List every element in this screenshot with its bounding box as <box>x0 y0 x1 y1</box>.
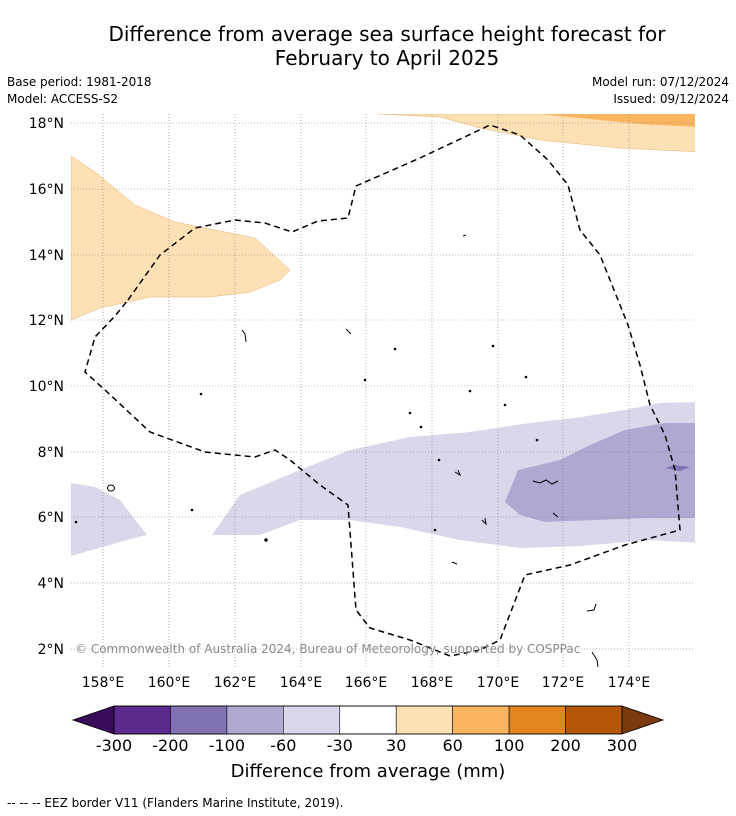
eez-legend-note: -- -- -- EEZ border V11 (Flanders Marine… <box>7 796 344 810</box>
lat-tick-label: 18°N <box>29 116 64 132</box>
map-gridlines <box>71 114 695 668</box>
lat-tick-label: 12°N <box>29 313 64 329</box>
colorbar-arrow-left <box>71 705 115 735</box>
model-run: Model run: 07/12/2024 <box>591 75 729 89</box>
meta-right: Model run: 07/12/2024 Issued: 09/12/2024 <box>592 74 729 108</box>
lat-tick-label: 2°N <box>38 642 64 658</box>
island-dot <box>491 344 495 348</box>
lon-tick-label: 168°E <box>411 675 454 691</box>
lon-tick-label: 174°E <box>608 675 651 691</box>
island-dot <box>437 458 441 462</box>
colorbar-tick-label: -60 <box>270 736 297 755</box>
lon-tick-label: 160°E <box>148 675 191 691</box>
lat-tick-label: 8°N <box>38 445 64 461</box>
island-outline <box>586 603 597 612</box>
lon-tick-label: 172°E <box>542 675 585 691</box>
island-dot <box>408 411 412 415</box>
issued-date: Issued: 09/12/2024 <box>613 92 729 106</box>
island-dot <box>264 538 268 542</box>
colorbar-cell <box>565 705 623 735</box>
island-outline <box>481 517 487 526</box>
colorbar-tick-label: 300 <box>606 736 638 755</box>
colorbar-tick-label: -200 <box>152 736 189 755</box>
island-outline <box>591 651 599 668</box>
lat-tick-label: 10°N <box>29 379 64 395</box>
lon-tick-labels: 158°E 160°E 162°E 164°E 166°E 168°E 170°… <box>82 675 651 691</box>
title-line-2: February to April 2025 <box>274 46 500 70</box>
colorbar-frame <box>113 705 623 735</box>
colorbar-title: Difference from average (mm) <box>230 761 506 782</box>
island-dot <box>524 375 528 379</box>
anomaly-region-west-purple <box>71 483 147 556</box>
colorbar-tick-label: 200 <box>550 736 581 755</box>
lon-tick-label: 158°E <box>82 675 125 691</box>
lat-tick-labels: 18°N 16°N 14°N 12°N 10°N 8°N 6°N 4°N 2°N <box>29 116 64 658</box>
island-dot <box>535 438 539 442</box>
anomaly-region-northeast-orange <box>377 114 695 153</box>
meta-left: Base period: 1981-2018 Model: ACCESS-S2 <box>7 74 152 108</box>
colorbar <box>71 705 665 735</box>
colorbar-arrow-right <box>621 705 665 735</box>
lon-tick-label: 162°E <box>214 675 257 691</box>
colorbar-cell <box>113 705 171 735</box>
title-line-1: Difference from average sea surface heig… <box>108 22 666 46</box>
map-title: Difference from average sea surface heig… <box>0 22 736 70</box>
colorbar-cell <box>452 705 510 735</box>
island-dot <box>503 403 507 407</box>
island-dot <box>363 378 367 382</box>
anomaly-region-northeast-dark-orange <box>540 114 695 127</box>
colorbar-cell <box>508 705 566 735</box>
lat-tick-label: 6°N <box>38 510 64 526</box>
island-dot <box>199 392 203 396</box>
lon-tick-label: 166°E <box>345 675 388 691</box>
anomaly-spot-purple <box>665 465 690 471</box>
colorbar-tick-label: 60 <box>442 736 463 755</box>
islands <box>74 234 599 668</box>
map-frame <box>71 114 695 668</box>
copyright-notice: © Commonwealth of Australia 2024, Bureau… <box>75 642 580 656</box>
island-outline <box>107 484 115 492</box>
colorbar-tick-label: -300 <box>95 736 133 755</box>
island-outline <box>454 469 462 477</box>
lat-tick-label: 16°N <box>29 182 64 198</box>
anomaly-region-medium-purple <box>505 423 695 522</box>
model-name: Model: ACCESS-S2 <box>7 92 119 106</box>
eez-border <box>84 124 681 657</box>
island-dot <box>190 508 194 512</box>
base-period: Base period: 1981-2018 <box>7 75 152 89</box>
colorbar-cell <box>339 705 397 735</box>
colorbar-cell <box>226 705 284 735</box>
colorbar-cell <box>283 705 341 735</box>
island-dot <box>74 520 78 524</box>
island-outline <box>462 234 467 237</box>
lat-tick-label: 4°N <box>38 576 64 592</box>
colorbar-tick-label: 30 <box>386 736 407 755</box>
colorbar-cell <box>395 705 453 735</box>
island-outline <box>451 561 458 565</box>
island-outline <box>345 328 352 335</box>
island-outline <box>532 479 559 485</box>
lat-tick-label: 14°N <box>29 248 64 264</box>
island-dot <box>419 425 423 429</box>
anomaly-region-northwest-orange <box>71 155 291 321</box>
colorbar-cell <box>170 705 228 735</box>
island-outline <box>241 329 247 343</box>
lon-tick-label: 170°E <box>477 675 520 691</box>
island-outline <box>552 512 559 518</box>
colorbar-tick-label: 100 <box>493 736 525 755</box>
island-dot <box>393 347 397 351</box>
lon-tick-label: 164°E <box>280 675 323 691</box>
map-layers <box>71 114 695 556</box>
island-dot <box>468 389 472 393</box>
colorbar-tick-label: -30 <box>326 736 353 755</box>
island-dot <box>433 528 437 532</box>
colorbar-tick-label: -100 <box>208 736 246 755</box>
